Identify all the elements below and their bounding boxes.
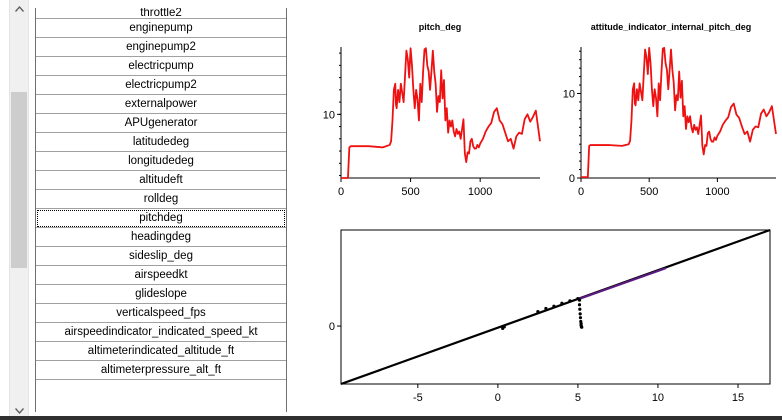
scroll-down-arrow-icon: [14, 408, 24, 414]
list-item-enginepump[interactable]: enginepump: [36, 19, 286, 38]
x-tick-label: 10: [652, 392, 664, 404]
scatter-point: [580, 325, 584, 329]
scatter-point: [544, 306, 548, 311]
x-tick-label: 1000: [705, 186, 729, 198]
scroll-down-button[interactable]: [10, 402, 28, 420]
x-tick-label: -5: [413, 392, 423, 404]
list-item-headingdeg[interactable]: headingdeg: [36, 228, 286, 247]
fit-line: [340, 228, 771, 386]
scroll-thumb[interactable]: [11, 92, 27, 268]
y-tick-label: 10: [563, 88, 575, 100]
scatter-point: [536, 309, 540, 314]
list-item-enginepump2[interactable]: enginepump2: [36, 38, 286, 57]
x-tick-label: 500: [401, 186, 419, 198]
scatter-point: [578, 307, 582, 311]
y-tick-label: 10: [323, 109, 335, 121]
x-tick-label: 1000: [468, 186, 492, 198]
x-tick-label: 500: [640, 186, 658, 198]
scroll-up-arrow-icon: [14, 6, 24, 12]
list-item-externalpower[interactable]: externalpower: [36, 95, 286, 114]
scroll-up-button[interactable]: [10, 0, 28, 18]
x-tick-label: 0: [338, 186, 344, 198]
x-tick-label: 0: [578, 186, 584, 198]
chart-title-attitude-pitch: attitude_indicator_internal_pitch_deg: [590, 22, 752, 32]
pitch-comparison-scatter: 0 -5 0 5 10 15: [329, 228, 771, 404]
list-item-verticalspeed-fps[interactable]: verticalspeed_fps: [36, 304, 286, 323]
list-item-electricpump2[interactable]: electricpump2: [36, 76, 286, 95]
list-item-pitchdeg[interactable]: pitchdeg: [36, 209, 286, 228]
list-item-sideslip-deg[interactable]: sideslip_deg: [36, 247, 286, 266]
list-item-airspeedindicator-indicated-speed-kt[interactable]: airspeedindicator_indicated_speed_kt: [36, 323, 286, 342]
series-line: [581, 46, 777, 179]
chart-title-pitch: pitch_deg: [418, 22, 462, 32]
scatter-point: [568, 299, 572, 303]
list-item-apugenerator[interactable]: APUgenerator: [36, 114, 286, 133]
list-item-electricpump[interactable]: electricpump: [36, 57, 286, 76]
attitude-pitch-line-chart: 0 10 0 500 1000: [563, 46, 777, 198]
list-item-throttle2[interactable]: throttle2: [36, 8, 286, 19]
scatter-point: [578, 312, 582, 316]
list-item-glideslope[interactable]: glideslope: [36, 285, 286, 304]
scatter-point: [502, 325, 506, 329]
window-bottom-border: [0, 416, 782, 420]
x-tick-label: 0: [495, 392, 501, 404]
pitch-line-chart: 10 0 500 1000: [323, 47, 541, 198]
y-tick-label: 0: [329, 321, 335, 333]
list-item-altimeterindicated-altitude-ft[interactable]: altimeterindicated_altitude_ft: [36, 342, 286, 361]
list-item-latitudedeg[interactable]: latitudedeg: [36, 133, 286, 152]
highlight-segment: [577, 267, 667, 301]
list-item-rolldeg[interactable]: rolldeg: [36, 190, 286, 209]
x-tick-label: 15: [732, 392, 744, 404]
y-tick-label: 0: [569, 173, 575, 185]
x-tick-label: 5: [575, 392, 581, 404]
list-item-altitudeft[interactable]: altitudeft: [36, 171, 286, 190]
plot-frame: [340, 229, 771, 385]
variable-list[interactable]: throttle2 enginepump enginepump2 electricpu…: [35, 8, 287, 412]
list-item-altimeterpressure-alt-ft[interactable]: altimeterpressure_alt_ft: [36, 361, 286, 380]
scatter-point: [560, 301, 564, 305]
scatter-point: [552, 304, 556, 308]
scatter-point: [577, 303, 582, 307]
list-item-airspeedkt[interactable]: airspeedkt: [36, 266, 286, 285]
scatter-point: [578, 316, 583, 320]
scatter-point: [577, 298, 582, 302]
list-item-longitudedeg[interactable]: longitudedeg: [36, 152, 286, 171]
list-scrollbar[interactable]: [9, 0, 29, 420]
series-line: [341, 47, 541, 179]
